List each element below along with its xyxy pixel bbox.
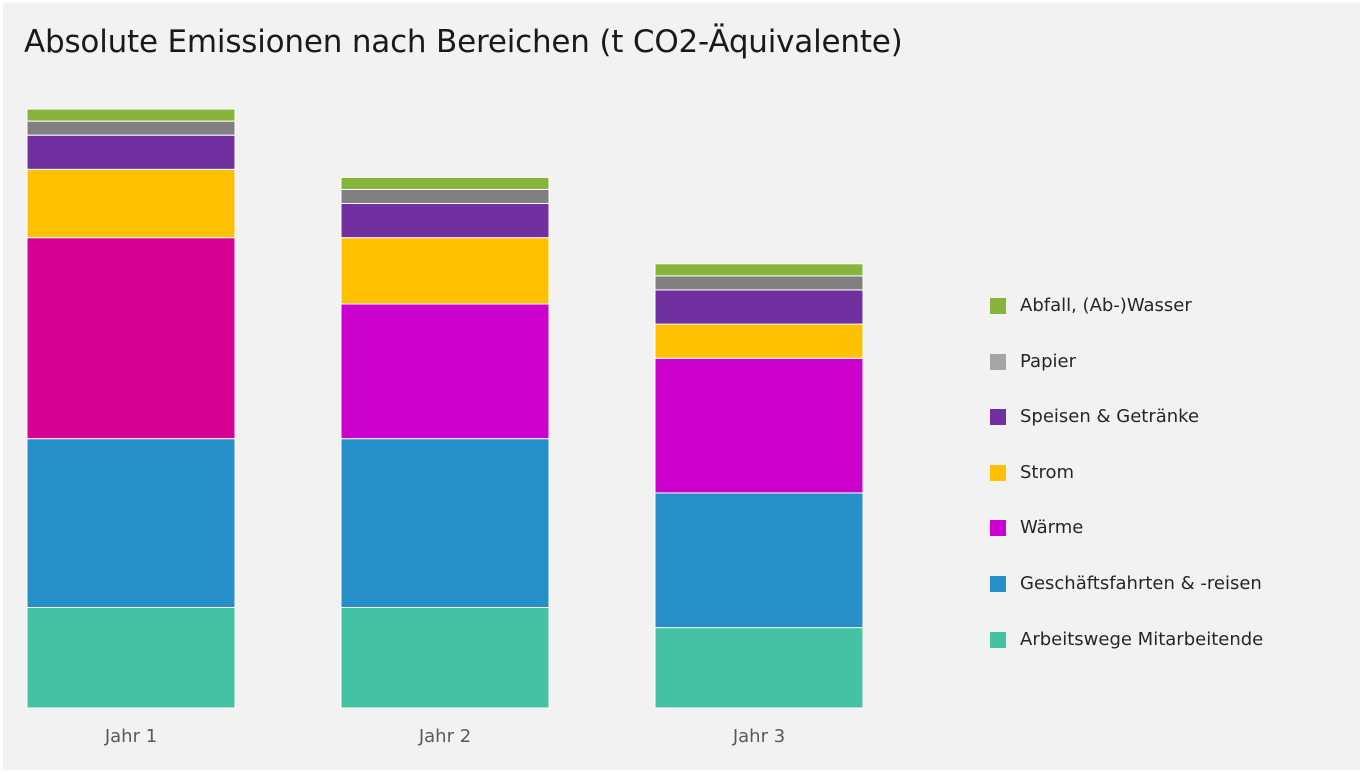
bar-segment	[26, 607, 236, 709]
legend-label: Abfall, (Ab-)Wasser	[1020, 295, 1192, 316]
legend-swatch	[990, 465, 1006, 481]
bar-segment	[26, 120, 236, 136]
bar-segment	[340, 438, 550, 608]
bar-segment	[654, 492, 864, 629]
bar-segment	[340, 237, 550, 305]
legend-swatch	[990, 409, 1006, 425]
legend-swatch	[990, 354, 1006, 370]
bar-segment	[26, 108, 236, 122]
legend-label: Arbeitswege Mitarbeitende	[1020, 629, 1264, 650]
legend-label: Papier	[1020, 351, 1076, 372]
legend-swatch	[990, 632, 1006, 648]
category-labels: Jahr 1 Jahr 2 Jahr 3	[104, 726, 785, 747]
bar-segment	[340, 303, 550, 440]
category-label: Jahr 1	[104, 726, 157, 747]
bar-segment	[654, 275, 864, 291]
legend-label: Strom	[1020, 462, 1075, 483]
bar-segment	[654, 323, 864, 359]
bar-segment	[340, 176, 550, 190]
legend-swatch	[990, 520, 1006, 536]
bar-segment	[654, 627, 864, 709]
chart-title: Absolute Emissionen nach Bereichen (t CO…	[24, 24, 903, 60]
bar-segment	[654, 289, 864, 325]
category-label: Jahr 2	[418, 726, 471, 747]
bar-segment	[654, 357, 864, 494]
legend-label: Wärme	[1020, 517, 1084, 538]
legend-swatch	[990, 298, 1006, 314]
bars-layer	[26, 108, 864, 709]
bar-segment	[654, 263, 864, 277]
legend-label: Geschäftsfahrten & -reisen	[1020, 573, 1262, 594]
bar-segment	[26, 237, 236, 440]
category-label: Jahr 3	[732, 726, 785, 747]
legend-label: Speisen & Getränke	[1020, 406, 1200, 427]
legend-swatch	[990, 576, 1006, 592]
bar-segment	[340, 607, 550, 709]
bar-segment	[340, 202, 550, 239]
bar-segment	[340, 188, 550, 204]
bar-segment	[26, 134, 236, 170]
bar-segment	[26, 438, 236, 608]
bar-segment	[26, 168, 236, 239]
